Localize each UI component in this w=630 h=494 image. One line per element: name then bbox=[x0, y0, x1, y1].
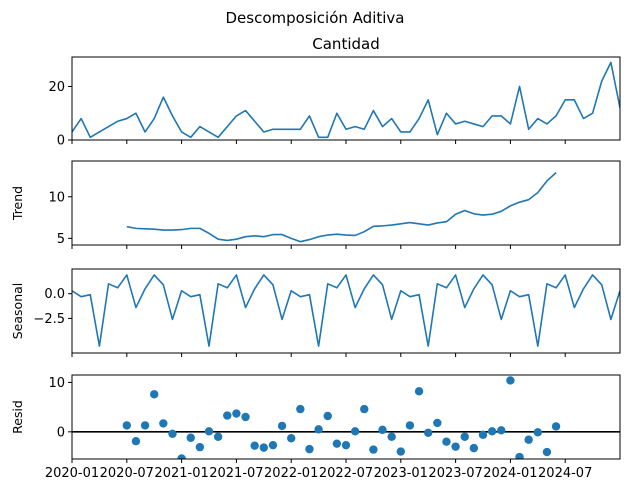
y-tick-label: 0 bbox=[57, 134, 65, 149]
series-line-seasonal bbox=[72, 274, 620, 347]
resid-point bbox=[131, 437, 141, 446]
x-tick-label: 2024-01 bbox=[483, 466, 537, 481]
panel-trend: 5 10 Trend bbox=[10, 160, 621, 249]
resid-point bbox=[469, 443, 479, 453]
resid-point bbox=[551, 422, 561, 431]
resid-point bbox=[296, 404, 305, 414]
panel-observed: 0 20 bbox=[48, 56, 621, 149]
resid-point bbox=[424, 428, 433, 438]
resid-point bbox=[277, 421, 287, 431]
resid-point bbox=[460, 432, 469, 441]
x-tick-label: 2020-01 bbox=[45, 466, 99, 481]
x-tick-label: 2020-07 bbox=[100, 466, 154, 481]
resid-point bbox=[442, 437, 451, 446]
resid-point bbox=[204, 427, 214, 436]
resid-point bbox=[259, 443, 268, 452]
resid-point bbox=[305, 444, 314, 454]
figure-suptitle: Descomposición Aditiva bbox=[226, 9, 405, 27]
x-tick-label: 2023-01 bbox=[374, 466, 428, 481]
resid-point bbox=[241, 412, 250, 422]
y-tick-label: 5 bbox=[57, 232, 65, 247]
resid-point bbox=[524, 435, 533, 444]
resid-point bbox=[332, 439, 342, 448]
resid-point bbox=[387, 432, 396, 441]
resid-point bbox=[478, 430, 488, 439]
axes-frame bbox=[71, 160, 621, 246]
resid-point bbox=[497, 426, 506, 435]
resid-point bbox=[140, 421, 150, 430]
y-axis-label-seasonal: Seasonal bbox=[10, 283, 25, 340]
resid-point bbox=[506, 376, 515, 385]
y-tick-label: 20 bbox=[48, 80, 65, 95]
y-tick-label: 0.0 bbox=[44, 287, 65, 302]
resid-point bbox=[378, 425, 387, 435]
resid-point bbox=[314, 425, 323, 434]
panel-seasonal: −2.5 0.0 Seasonal bbox=[10, 268, 621, 357]
resid-point bbox=[533, 428, 542, 437]
resid-point bbox=[341, 440, 351, 450]
resid-point bbox=[396, 447, 405, 456]
y-tick-label: −2.5 bbox=[33, 312, 65, 327]
resid-point bbox=[542, 447, 552, 457]
y-axis-label-resid: Resid bbox=[10, 400, 25, 434]
resid-point bbox=[268, 440, 278, 450]
panel-title-observed: Cantidad bbox=[312, 35, 379, 53]
series-line-trend bbox=[126, 172, 557, 243]
x-tick-label: 2021-01 bbox=[154, 466, 208, 481]
resid-point bbox=[433, 418, 442, 428]
resid-point bbox=[360, 404, 369, 414]
x-tick-label: 2022-01 bbox=[264, 466, 318, 481]
resid-point bbox=[213, 432, 223, 441]
resid-point bbox=[186, 433, 195, 442]
x-tick-label: 2024-07 bbox=[538, 466, 592, 481]
resid-point bbox=[122, 421, 131, 430]
resid-point bbox=[250, 441, 259, 450]
axes-frame bbox=[71, 56, 621, 141]
x-tick-label: 2023-07 bbox=[428, 466, 482, 481]
y-tick-label: 10 bbox=[48, 376, 65, 391]
series-line-observed bbox=[72, 61, 620, 139]
resid-point bbox=[414, 387, 424, 396]
axes-frame bbox=[71, 268, 621, 354]
y-axis-label-trend: Trend bbox=[10, 186, 25, 221]
resid-point bbox=[232, 409, 241, 418]
resid-point bbox=[405, 421, 415, 430]
resid-point bbox=[350, 427, 360, 436]
resid-point bbox=[168, 429, 177, 438]
resid-point bbox=[451, 442, 460, 451]
resid-point bbox=[223, 411, 232, 420]
y-tick-label: 10 bbox=[48, 190, 65, 205]
resid-point bbox=[159, 419, 168, 428]
resid-point bbox=[323, 411, 332, 421]
y-tick-label: 0 bbox=[57, 425, 65, 440]
resid-point bbox=[487, 427, 497, 436]
x-tick-label: 2022-07 bbox=[319, 466, 373, 481]
resid-point bbox=[369, 445, 378, 454]
x-tick-label: 2021-07 bbox=[209, 466, 263, 481]
resid-point bbox=[287, 434, 296, 443]
resid-point bbox=[195, 442, 205, 452]
resid-point bbox=[150, 390, 159, 399]
resid-point bbox=[177, 454, 186, 459]
resid-point bbox=[515, 452, 524, 459]
